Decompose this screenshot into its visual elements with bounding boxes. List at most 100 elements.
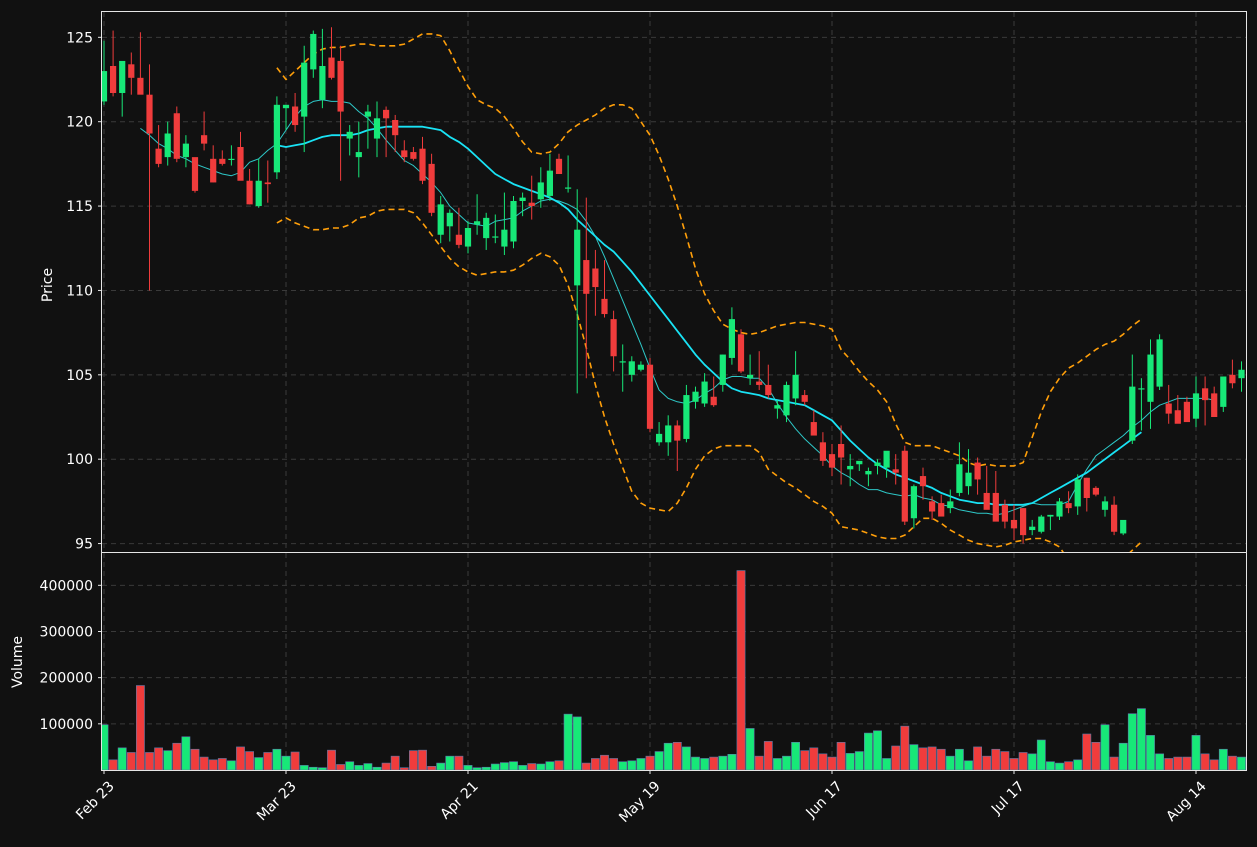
candle-body [455,234,462,245]
candle-body [1083,477,1090,498]
volume-bar [1137,708,1146,770]
volume-bar [327,749,336,770]
candle-body [128,64,135,78]
candle-body [1065,503,1072,509]
volume-bar [1209,759,1219,770]
candle-body [1238,369,1245,379]
volume-bar [1127,713,1137,770]
candle-body [373,118,381,139]
upper-band-line [276,33,1142,467]
candle-body [701,381,708,404]
candle-body [565,187,572,189]
candle-body [1038,516,1045,532]
volume-bar [208,759,218,770]
candle-body [1020,508,1027,536]
candle-body [310,33,317,70]
candle-body [328,57,335,78]
volume-bar [427,766,436,770]
candle-body [1101,501,1109,510]
candle-body [1056,501,1063,517]
volume-bar [1082,733,1092,770]
volume-bar [281,755,291,770]
volume-bar [372,766,382,770]
candle-body [282,104,290,109]
volume-bar [681,746,691,770]
candle-body [637,364,644,370]
candle-body [537,182,544,200]
volume-bar [627,760,637,770]
candle-body [728,319,735,358]
candle-body [628,361,635,375]
volume-bar [1155,753,1164,770]
candle-body [464,228,472,247]
volume-bar [1200,753,1210,770]
price-tick-label: 105 [66,368,93,384]
volume-bar [509,761,518,770]
candle-body [1156,339,1163,387]
candle-body [747,374,754,379]
volume-bar [1073,759,1083,770]
volume-bar [873,730,882,770]
volume-bar [1036,739,1046,770]
volume-bar [136,685,145,770]
candle-body [583,260,590,294]
volume-bars [102,570,1246,770]
volume-bar [436,762,446,770]
candle-body [410,152,417,159]
volume-bar [245,751,254,770]
candle-body [756,381,763,385]
candle-body [610,319,617,357]
candle-body [683,395,690,439]
volume-bar [199,756,209,770]
candle-body [1010,519,1018,529]
volume-bar [408,750,418,770]
volume-bar [827,756,837,770]
volume-bar [154,747,163,770]
candle-body [865,471,872,475]
volume-bar [254,757,264,770]
candle-body [446,212,453,227]
volume-bar [700,758,709,770]
candle-body [656,433,663,443]
volume-tick-label: 400000 [40,578,93,594]
candle-body [783,384,790,416]
candle-body [164,133,171,158]
candle-body [292,106,299,126]
volume-bar [945,755,955,770]
candle-body [1165,403,1172,414]
volume-bar [645,755,655,770]
volume-bar [527,763,537,770]
candle-body [619,361,626,363]
volume-bar [1046,761,1055,770]
volume-axis-label: Volume [10,636,26,688]
candle-body [246,180,253,205]
candle-body [182,143,189,158]
candle-body [1147,354,1154,402]
candle-body [510,201,517,242]
volume-bar [809,747,819,770]
candle-body [901,450,908,522]
volume-bar [800,750,810,770]
volume-bar [308,766,318,770]
volume-bar [772,758,782,770]
volume-bar [636,758,646,770]
volume-bar [736,570,746,770]
candle-body [965,472,972,487]
volume-bar [1118,742,1128,770]
volume-bar [1064,761,1073,770]
candle-body [119,60,126,93]
volume-bar [227,760,236,770]
volume-bar [381,762,391,770]
volume-bar [1146,735,1155,770]
candle-body [819,442,826,461]
candle-body [319,66,326,100]
volume-bar [336,764,345,770]
volume-bar [263,752,273,770]
volume-bar [791,741,800,770]
candle-body [1120,519,1127,534]
candle-body [1220,376,1227,407]
volume-bar [973,746,982,770]
candle-body [419,148,426,181]
